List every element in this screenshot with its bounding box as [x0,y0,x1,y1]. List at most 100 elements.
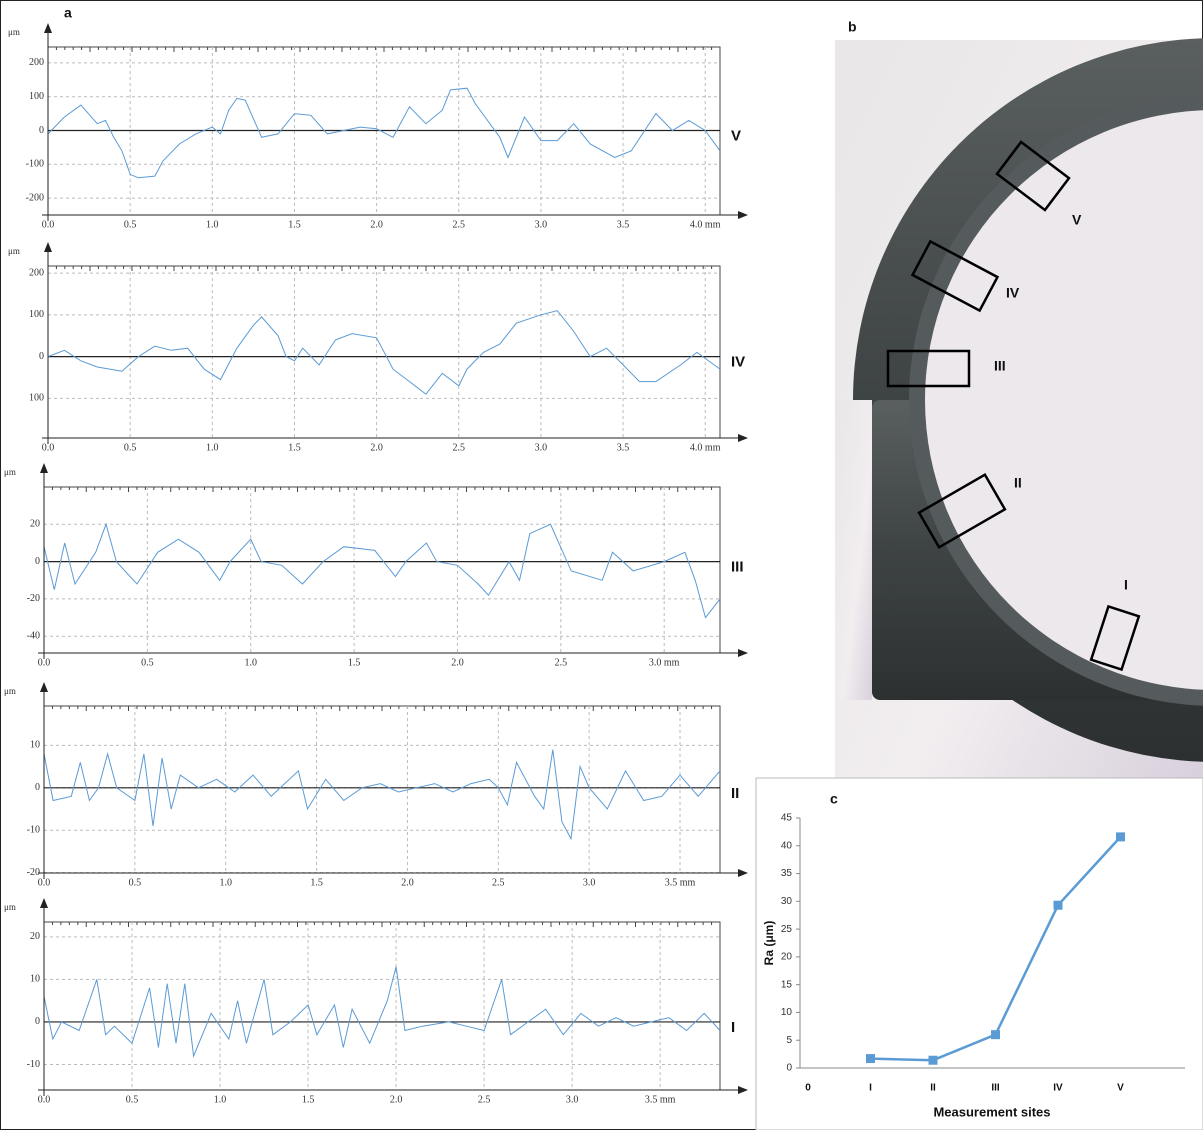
y-tick-label: 200 [29,57,44,68]
panel-label: a [64,5,72,21]
profile-line [47,87,721,179]
axis-arrow [738,1086,748,1094]
y-axis-label: μm [4,902,16,912]
y-tick-label: 10 [781,1007,793,1018]
y-tick-label: 30 [781,896,793,907]
y-tick-label: 40 [781,840,793,851]
y-tick-label: 100 [29,309,44,320]
x-tick-label: 2.5 [453,442,466,453]
x-tick-label: 0.5 [129,877,142,888]
x-tick-label: 2.0 [401,877,414,888]
site-box [995,140,1071,212]
x-tick-label: 0.0 [42,442,55,453]
axis-arrow [40,898,48,908]
y-tick-label: 25 [781,924,793,935]
x-tick-label: 3.0 mm [649,657,680,668]
y-tick-label: 10 [30,740,40,751]
profile-line [43,966,721,1058]
y-tick-label: 100 [29,91,44,102]
x-tick-label: 1.0 [214,1094,227,1105]
axis-arrow [44,23,52,33]
site-label: IV [731,354,745,371]
axis-arrow [44,242,52,252]
axis-arrow [738,211,748,219]
y-tick-label: 100 [29,393,44,404]
x-tick-label: 1.0 [206,219,219,230]
x-tick-label: 1.5 [310,877,323,888]
panel-label: b [848,19,857,35]
y-tick-label: 0 [35,1016,40,1027]
y-tick-label: -200 [26,192,44,203]
x-tick-label: 4.0 mm [690,219,721,230]
y-axis-label: μm [4,686,16,696]
x-tick-label: III [991,1083,1000,1094]
panel-label: c [830,791,838,807]
y-tick-label: 15 [781,979,793,990]
y-axis-label: μm [8,27,20,37]
part-hole [925,110,1203,690]
axis-arrow [738,434,748,442]
x-tick-label: 2.0 [451,657,464,668]
y-axis-label: Ra (μm) [762,921,776,966]
y-tick-label: -20 [27,593,40,604]
x-tick-label: 0 [805,1083,811,1094]
site-label: V [731,127,741,144]
y-tick-label: -10 [27,824,40,835]
y-tick-label: -20 [27,867,40,878]
x-tick-label: II [930,1083,936,1094]
x-tick-label: I [869,1083,872,1094]
x-tick-label: 4.0 mm [690,442,721,453]
x-tick-label: 1.5 [288,219,301,230]
plot-area [43,705,721,874]
x-tick-label: IV [1053,1083,1063,1094]
y-tick-label: 45 [781,813,793,824]
x-tick-label: 3.0 [535,219,548,230]
plot-area [43,921,721,1091]
x-tick-label: 1.5 [302,1094,315,1105]
ra-marker [1116,832,1125,842]
site-label: V [1072,212,1082,228]
x-tick-label: 2.0 [370,219,383,230]
y-tick-label: 20 [30,519,40,530]
ra-marker [991,1030,1000,1040]
axis-arrow [738,869,748,877]
y-tick-label: 0 [39,125,44,136]
x-tick-label: 0.5 [124,219,137,230]
chart-c-box [755,777,1203,1130]
x-tick-label: 1.0 [244,657,257,668]
axis-arrow [40,682,48,692]
plot-area [43,486,721,654]
x-tick-label: 2.5 [478,1094,491,1105]
profile-line [43,522,721,619]
x-tick-label: 2.0 [370,442,383,453]
profile-line [43,749,721,841]
x-tick-label: 0.0 [38,1094,51,1105]
y-axis-label: μm [8,246,20,256]
site-box [1089,604,1141,672]
x-tick-label: 0.5 [141,657,154,668]
x-tick-label: 3.5 mm [665,877,696,888]
x-tick-label: 0.0 [38,877,51,888]
x-tick-label: 1.5 [288,442,301,453]
x-axis-label: Measurement sites [933,1104,1050,1119]
y-tick-label: 0 [35,556,40,567]
y-tick-label: 0 [39,351,44,362]
y-axis-label: μm [4,467,16,477]
x-tick-label: 1.0 [219,877,232,888]
site-label: II [731,785,739,802]
x-tick-label: 2.5 [453,219,466,230]
site-label: I [731,1019,735,1036]
site-box [910,239,1000,313]
photo-background [835,400,872,700]
x-tick-label: 3.0 [566,1094,579,1105]
photo: V IV III II I b [835,19,1203,778]
y-tick-label: 5 [786,1035,792,1046]
x-tick-label: 3.5 mm [645,1094,676,1105]
x-tick-label: 3.0 [535,442,548,453]
y-tick-label: 35 [781,868,793,879]
site-box [886,349,971,388]
profile-line [47,310,721,395]
ra-marker [866,1054,875,1064]
x-tick-label: 0.5 [126,1094,139,1105]
